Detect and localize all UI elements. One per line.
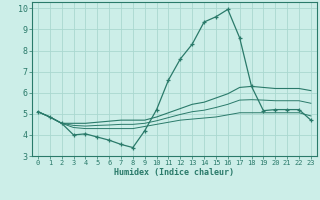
X-axis label: Humidex (Indice chaleur): Humidex (Indice chaleur) (115, 168, 234, 177)
